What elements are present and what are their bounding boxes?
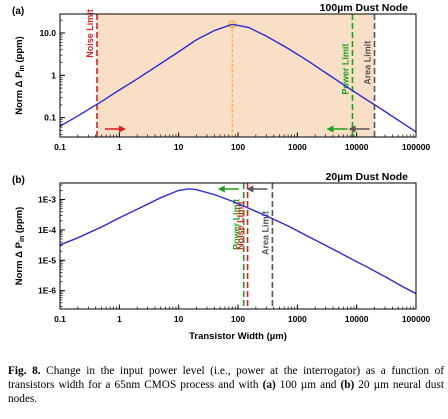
area-limit-label: Area Limit xyxy=(260,211,270,255)
chart-title: 100µm Dust Node xyxy=(320,2,408,14)
figure-caption: Fig. 8. Change in the input power level … xyxy=(8,364,444,406)
caption-text-1: Change in the input power level (i.e., p… xyxy=(8,365,444,391)
y-axis-title: Norm Δ Pin (ppm) xyxy=(14,207,26,286)
power-limit-arrow-head xyxy=(217,185,225,193)
x-axis-title: Transistor Width (µm) xyxy=(189,331,287,342)
y-axis-title: Norm Δ Pin (ppm) xyxy=(14,36,26,115)
caption-text-2: 100 µm and xyxy=(275,379,341,391)
noise-limit-label: Noise Limit xyxy=(85,9,95,58)
x-tick-label: 10 xyxy=(174,142,184,152)
y-tick-label: 1E-6 xyxy=(38,286,56,296)
power-limit-label: Power Limit xyxy=(340,44,350,95)
chart-panel-a: 0.1 1 10 100 1000 10000 100000 0.1 1 10.0 Noise Li… xyxy=(12,2,430,152)
x-tick-label: 100000 xyxy=(402,142,431,152)
x-tick-label: 100 xyxy=(231,142,245,152)
series-line xyxy=(59,23,417,133)
x-tick-label: 10 xyxy=(174,314,184,324)
x-tick-label: 0.1 xyxy=(54,142,66,152)
plot-frame xyxy=(59,182,417,310)
x-tick-label: 1000 xyxy=(288,314,307,324)
shaded-region xyxy=(96,14,375,137)
caption-bold-a: (a) xyxy=(262,379,276,391)
x-tick-label: 10000 xyxy=(345,142,369,152)
y-tick-label: 1 xyxy=(51,70,56,80)
y-axis-title-sub: in xyxy=(19,236,26,242)
series-line xyxy=(59,188,417,295)
noise-limit-arrow-head xyxy=(118,125,126,133)
caption-lead: Fig. 8. xyxy=(8,365,41,377)
caption-bold-b: (b) xyxy=(340,379,355,391)
y-axis-title-unit: (ppm) xyxy=(14,36,25,65)
y-axis-title-sub: in xyxy=(19,65,26,71)
power-limit-label: Power Limit xyxy=(232,199,242,250)
y-axis-title-unit: (ppm) xyxy=(14,207,25,236)
y-axis-title-main: Norm Δ P xyxy=(14,241,25,285)
area-limit-arrow-head xyxy=(246,185,254,193)
y-tick-label: 1E-5 xyxy=(38,255,56,265)
y-tick-label: 0.1 xyxy=(44,113,56,123)
x-tick-label: 1000 xyxy=(288,142,307,152)
chart-panel-b: 0.1 1 10 100 1000 10000 100000 1E-6 1E-5 1E-4 1E-3… xyxy=(12,171,430,342)
figure: 0.1 1 10 100 1000 10000 100000 0.1 1 10.0 Noise Li… xyxy=(12,2,430,342)
panel-label: (a) xyxy=(12,6,24,17)
caption-text-3: 20 µm neural dust nodes. xyxy=(8,379,444,405)
area-limit-arrow-head xyxy=(348,125,356,133)
area-limit-label: Area Limit xyxy=(363,41,373,85)
panel-label: (b) xyxy=(12,175,25,186)
x-tick-label: 1 xyxy=(117,314,122,324)
y-tick-label: 1E-3 xyxy=(38,195,56,205)
x-tick-label: 0.1 xyxy=(54,314,66,324)
y-tick-label: 10.0 xyxy=(39,28,56,38)
x-tick-label: 10000 xyxy=(345,314,369,324)
x-tick-label: 1 xyxy=(117,142,122,152)
x-tick-label: 100 xyxy=(231,314,245,324)
chart-title: 20µm Dust Node xyxy=(326,171,409,183)
y-tick-label: 1E-4 xyxy=(38,225,56,235)
power-limit-arrow-head xyxy=(326,125,334,133)
y-axis-title-main: Norm Δ P xyxy=(14,71,25,115)
noise-limit-label: Noise Limit xyxy=(236,201,246,250)
x-tick-label: 100000 xyxy=(402,314,431,324)
plot-frame xyxy=(59,13,417,138)
